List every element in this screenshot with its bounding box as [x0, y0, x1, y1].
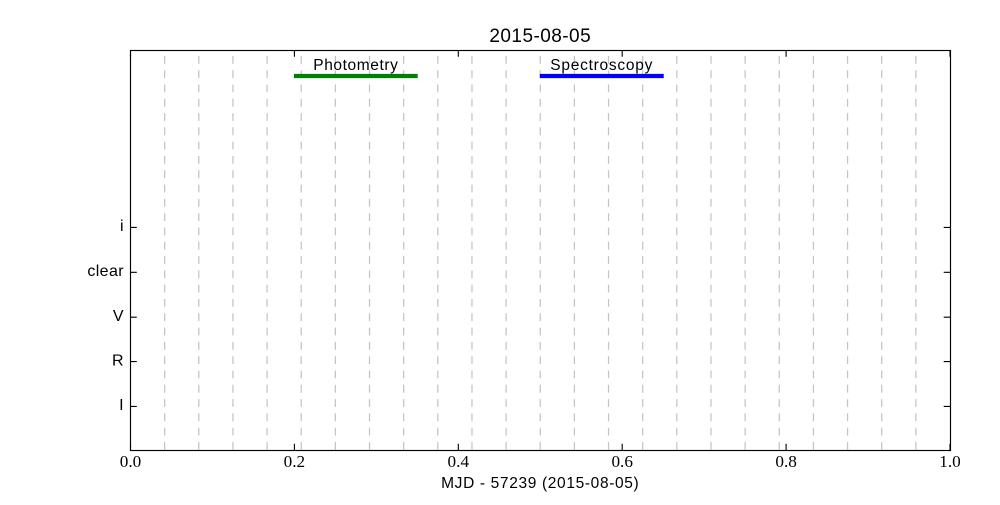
svg-text:I: I: [119, 397, 124, 414]
svg-text:0.2: 0.2: [284, 452, 305, 471]
svg-text:1.0: 1.0: [939, 452, 960, 471]
svg-text:MJD - 57239 (2015-08-05): MJD - 57239 (2015-08-05): [441, 475, 639, 492]
svg-text:Photometry: Photometry: [313, 57, 398, 74]
svg-text:i: i: [120, 218, 124, 235]
svg-text:R: R: [112, 352, 124, 369]
svg-text:0.4: 0.4: [448, 452, 470, 471]
svg-text:0.8: 0.8: [775, 452, 796, 471]
svg-text:clear: clear: [87, 263, 124, 280]
svg-text:Spectroscopy: Spectroscopy: [550, 57, 653, 74]
svg-text:0.0: 0.0: [120, 452, 141, 471]
svg-text:0.6: 0.6: [611, 452, 633, 471]
svg-text:2015-08-05: 2015-08-05: [489, 26, 591, 47]
svg-text:V: V: [113, 308, 124, 325]
